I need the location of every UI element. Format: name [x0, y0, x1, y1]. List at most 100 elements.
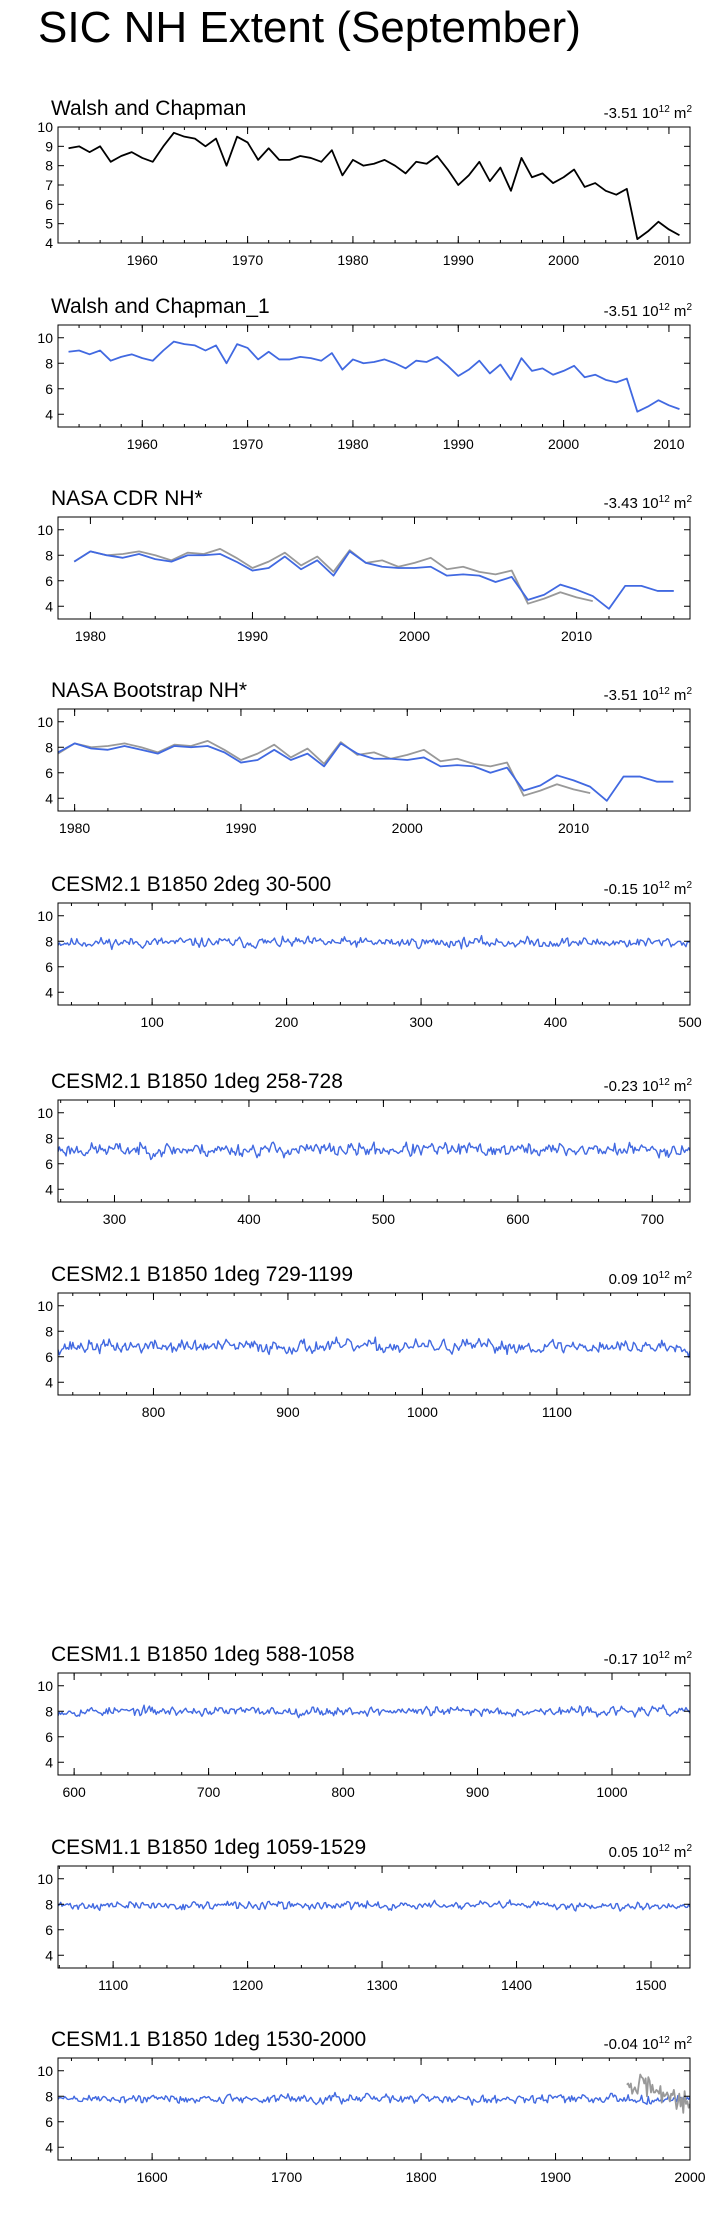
- y-tick-label: 8: [45, 739, 53, 755]
- series-line: [58, 1704, 690, 1719]
- x-tick-label: 600: [62, 1784, 86, 1800]
- x-tick-label: 1960: [127, 436, 158, 452]
- chart-title: CESM2.1 B1850 1deg 729-1199: [51, 1263, 353, 1286]
- y-tick-label: 4: [45, 1947, 53, 1963]
- chart-title: Walsh and Chapman_1: [51, 295, 270, 318]
- y-tick-label: 8: [45, 1896, 53, 1912]
- trend-label: 0.05 1012 m2: [609, 1843, 693, 1861]
- series-line: [58, 934, 690, 951]
- x-tick-label: 1980: [337, 252, 368, 268]
- y-tick-label: 4: [45, 406, 53, 422]
- series-line: [58, 2091, 690, 2106]
- y-tick-label: 8: [45, 355, 53, 371]
- x-tick-label: 1970: [232, 252, 263, 268]
- y-tick-label: 8: [45, 158, 53, 174]
- x-tick-label: 200: [275, 1014, 299, 1030]
- y-tick-label: 10: [37, 522, 53, 538]
- x-tick-label: 800: [331, 1784, 355, 1800]
- chart-5: CESM2.1 B1850 2deg 30-500 -0.15 1012 m2 4 6…: [37, 873, 701, 1030]
- trend-label: 0.09 1012 m2: [609, 1270, 693, 1288]
- y-tick-label: 4: [45, 1374, 53, 1390]
- x-tick-label: 900: [466, 1784, 490, 1800]
- y-tick-label: 9: [45, 138, 53, 154]
- y-tick-label: 8: [45, 1323, 53, 1339]
- y-tick-label: 6: [45, 381, 53, 397]
- x-tick-label: 700: [641, 1211, 665, 1227]
- trend-label: -0.04 1012 m2: [604, 2035, 693, 2053]
- chart-title: CESM1.1 B1850 1deg 1059-1529: [51, 1836, 366, 1859]
- chart-2: Walsh and Chapman_1 -3.51 1012 m2 4 6 8 10 196…: [37, 295, 692, 452]
- y-tick-label: 6: [45, 1349, 53, 1365]
- y-tick-label: 10: [37, 714, 53, 730]
- y-tick-label: 10: [37, 908, 53, 924]
- chart-7: CESM2.1 B1850 1deg 729-1199 0.09 1012 m2 4…: [37, 1263, 692, 1420]
- series-line: [68, 340, 680, 413]
- series-line: [58, 1336, 690, 1358]
- x-tick-label: 1000: [407, 1404, 438, 1420]
- series-line: [58, 1141, 690, 1161]
- chart-title: CESM2.1 B1850 1deg 258-728: [51, 1070, 343, 1093]
- y-tick-label: 4: [45, 790, 53, 806]
- x-tick-label: 2000: [548, 252, 579, 268]
- series-line: [68, 131, 680, 241]
- x-tick-label: 1990: [237, 628, 268, 644]
- y-tick-label: 5: [45, 216, 53, 232]
- x-tick-label: 900: [276, 1404, 300, 1420]
- chart-4: NASA Bootstrap NH* -3.51 1012 m2 4 6 8 10 1980…: [37, 679, 692, 836]
- x-tick-label: 1960: [127, 252, 158, 268]
- y-tick-label: 4: [45, 1754, 53, 1770]
- y-tick-label: 10: [37, 119, 53, 135]
- x-tick-label: 2010: [653, 252, 684, 268]
- x-tick-label: 1980: [337, 436, 368, 452]
- y-tick-label: 10: [37, 1871, 53, 1887]
- y-tick-label: 8: [45, 547, 53, 563]
- page-title: SIC NH Extent (September): [38, 3, 581, 52]
- x-tick-label: 2010: [561, 628, 592, 644]
- trend-label: -0.17 1012 m2: [604, 1650, 693, 1668]
- x-tick-label: 1200: [232, 1977, 263, 1993]
- plot-frame: [57, 1292, 691, 1396]
- x-tick-label: 400: [237, 1211, 261, 1227]
- plot-frame: [57, 126, 691, 244]
- x-tick-label: 1600: [137, 2169, 168, 2185]
- plot-frame: [57, 324, 691, 428]
- plot-frame: [57, 1865, 691, 1969]
- x-tick-label: 2010: [653, 436, 684, 452]
- y-tick-label: 6: [45, 959, 53, 975]
- x-tick-label: 700: [197, 1784, 221, 1800]
- chart-title: NASA CDR NH*: [51, 487, 203, 510]
- chart-title: CESM1.1 B1850 1deg 588-1058: [51, 1643, 355, 1666]
- x-tick-label: 300: [103, 1211, 127, 1227]
- x-tick-label: 1990: [443, 436, 474, 452]
- y-tick-label: 6: [45, 1156, 53, 1172]
- y-tick-label: 4: [45, 984, 53, 1000]
- y-tick-label: 7: [45, 177, 53, 193]
- plot-frame: [57, 902, 691, 1006]
- chart-title: NASA Bootstrap NH*: [51, 679, 247, 702]
- x-tick-label: 1980: [59, 820, 90, 836]
- x-tick-label: 1900: [540, 2169, 571, 2185]
- x-tick-label: 1000: [596, 1784, 627, 1800]
- trend-label: -3.51 1012 m2: [604, 302, 693, 320]
- y-tick-label: 4: [45, 598, 53, 614]
- y-tick-label: 6: [45, 765, 53, 781]
- chart-1: Walsh and Chapman -3.51 1012 m2 4 5 6 7 8 9 10 19…: [37, 97, 692, 268]
- x-tick-label: 800: [142, 1404, 166, 1420]
- chart-title: Walsh and Chapman: [51, 97, 246, 120]
- series-line: [58, 742, 674, 802]
- x-tick-label: 1700: [271, 2169, 302, 2185]
- chart-6: CESM2.1 B1850 1deg 258-728 -0.23 1012 m2 4…: [37, 1070, 692, 1227]
- plot-frame: [57, 1672, 691, 1776]
- plot-frame: [57, 516, 691, 620]
- y-tick-label: 8: [45, 1703, 53, 1719]
- y-tick-label: 6: [45, 2114, 53, 2130]
- x-tick-label: 500: [372, 1211, 396, 1227]
- trend-label: -0.15 1012 m2: [604, 880, 693, 898]
- plot-frame: [57, 1099, 691, 1203]
- y-tick-label: 4: [45, 235, 53, 251]
- x-tick-label: 1970: [232, 436, 263, 452]
- x-tick-label: 1300: [366, 1977, 397, 1993]
- x-tick-label: 1400: [501, 1977, 532, 1993]
- y-tick-label: 4: [45, 2139, 53, 2155]
- y-tick-label: 10: [37, 330, 53, 346]
